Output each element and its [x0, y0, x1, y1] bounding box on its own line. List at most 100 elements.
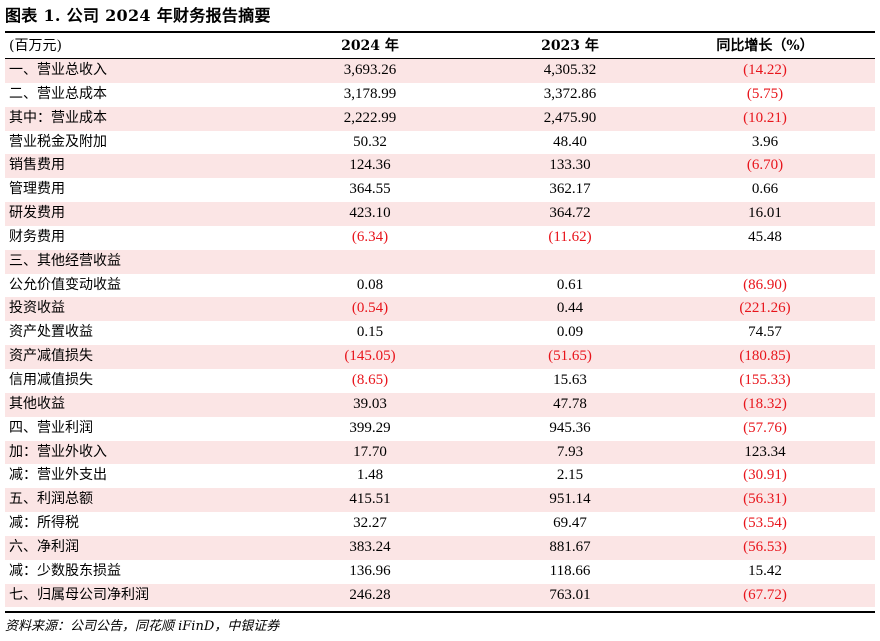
cell-yoy: (221.26)	[739, 300, 791, 317]
table-row: 公允价值变动收益 0.08 0.61 (86.90)	[5, 274, 875, 298]
cell-yoy: 45.48	[748, 228, 782, 245]
unit-label: (百万元)	[9, 38, 62, 54]
table-header: (百万元) 2024 年 2023 年 同比增长（%）	[5, 34, 875, 58]
row-label: 七、归属母公司净利润	[9, 586, 149, 603]
cell-2023: 881.67	[549, 538, 591, 555]
row-label: 财务费用	[9, 228, 65, 245]
row-label: 公允价值变动收益	[9, 276, 121, 293]
table-body: 一、营业总收入 3,693.26 4,305.32 (14.22) 二、营业总成本 3,1…	[5, 59, 875, 608]
cell-2023: (11.62)	[548, 228, 592, 245]
cell-2024: 2,222.99	[343, 109, 397, 126]
table-row: 二、营业总成本 3,178.99 3,372.86 (5.75)	[5, 83, 875, 107]
cell-yoy: (14.22)	[743, 62, 787, 78]
table-row: 加：营业外收入 17.70 7.93 123.34	[5, 440, 875, 465]
col-yoy-header: 同比增长（%）	[716, 38, 814, 54]
row-label: 研发费用	[9, 205, 65, 222]
cell-2024: 383.24	[349, 538, 391, 555]
cell-yoy: (30.91)	[743, 467, 787, 484]
cell-2024: 3,178.99	[343, 85, 397, 102]
cell-2023: 133.30	[549, 157, 591, 174]
cell-yoy: (57.76)	[743, 419, 787, 436]
cell-2023: 48.40	[553, 133, 587, 150]
cell-2023: (51.65)	[548, 348, 592, 365]
cell-yoy: 3.96	[751, 133, 779, 150]
cell-2024: (0.54)	[351, 300, 389, 317]
cell-yoy: 16.01	[748, 205, 782, 222]
cell-yoy: (67.72)	[743, 586, 787, 603]
cell-2024: 39.03	[353, 395, 387, 412]
table-row: 信用减值损失 (8.65) 15.63 (155.33)	[5, 369, 875, 393]
row-label: 减：所得税	[9, 515, 79, 532]
row-label: 二、营业总成本	[9, 85, 107, 102]
top-rule	[5, 31, 875, 33]
cell-2024: 136.96	[349, 562, 391, 579]
table-row: 投资收益 (0.54) 0.44 (221.26)	[5, 297, 875, 322]
cell-yoy: (5.75)	[746, 85, 784, 102]
row-label: 三、其他经营收益	[9, 252, 121, 269]
cell-2024: 0.08	[356, 276, 384, 293]
row-label: 加：营业外收入	[9, 443, 107, 460]
cell-yoy: (56.31)	[743, 491, 787, 508]
row-label: 其他收益	[9, 395, 65, 412]
row-label: 其中：营业成本	[9, 109, 107, 126]
cell-2023: 118.66	[549, 562, 591, 579]
cell-yoy: 0.66	[751, 181, 779, 198]
table-row: 减：所得税 32.27 69.47 (53.54)	[5, 512, 875, 536]
cell-yoy: (18.32)	[743, 395, 787, 412]
table-row: 一、营业总收入 3,693.26 4,305.32 (14.22)	[5, 59, 875, 83]
cell-yoy: 74.57	[748, 324, 782, 341]
table-row: 七、归属母公司净利润 246.28 763.01 (67.72)	[5, 583, 875, 608]
table-row: 营业税金及附加 50.32 48.40 3.96	[5, 131, 875, 155]
table-row: 减：营业外支出 1.48 2.15 (30.91)	[5, 464, 875, 488]
cell-2023: 945.36	[549, 419, 591, 436]
cell-yoy: (10.21)	[743, 109, 787, 126]
cell-2024	[275, 250, 465, 274]
cell-2024: 399.29	[349, 419, 391, 436]
row-label: 减：少数股东损益	[9, 562, 121, 579]
cell-yoy: (180.85)	[739, 348, 791, 365]
row-label: 管理费用	[9, 181, 65, 198]
cell-2024: 32.27	[353, 515, 387, 532]
cell-2023: 364.72	[549, 205, 591, 222]
cell-2023	[495, 250, 645, 274]
cell-2024: (6.34)	[351, 228, 389, 245]
cell-2024: 50.32	[353, 133, 387, 150]
table-row: 财务费用 (6.34) (11.62) 45.48	[5, 226, 875, 250]
table-row: 资产减值损失 (145.05) (51.65) (180.85)	[5, 345, 875, 369]
cell-2024: 3,693.26	[343, 62, 397, 78]
bottom-rule	[5, 611, 875, 613]
cell-2023: 7.93	[556, 443, 584, 460]
cell-2024: (8.65)	[351, 371, 389, 388]
row-label: 销售费用	[9, 157, 65, 174]
cell-2023: 0.44	[556, 300, 584, 317]
cell-2023: 0.09	[556, 324, 584, 341]
row-label: 减：营业外支出	[9, 467, 107, 484]
cell-2023: 47.78	[553, 395, 587, 412]
cell-yoy: (86.90)	[743, 276, 787, 293]
cell-2023: 4,305.32	[543, 62, 597, 78]
row-label: 四、营业利润	[9, 419, 93, 436]
table-row: 四、营业利润 399.29 945.36 (57.76)	[5, 417, 875, 441]
cell-2024: 0.15	[356, 324, 384, 341]
cell-yoy	[675, 250, 855, 274]
cell-yoy: (155.33)	[739, 371, 791, 388]
cell-2023: 763.01	[549, 586, 591, 603]
cell-2024: 17.70	[353, 443, 387, 460]
row-label: 六、净利润	[9, 538, 79, 555]
cell-2023: 2.15	[556, 467, 584, 484]
cell-2023: 362.17	[549, 181, 591, 198]
cell-2024: 415.51	[349, 491, 391, 508]
row-label: 营业税金及附加	[9, 133, 107, 150]
cell-2023: 2,475.90	[543, 109, 597, 126]
cell-2024: 246.28	[349, 586, 391, 603]
cell-yoy: 15.42	[748, 562, 782, 579]
row-label: 信用减值损失	[9, 371, 93, 388]
table-row: 销售费用 124.36 133.30 (6.70)	[5, 154, 875, 179]
row-label: 资产减值损失	[9, 348, 93, 365]
cell-yoy: (56.53)	[743, 538, 787, 555]
cell-2023: 69.47	[553, 515, 587, 532]
col-2024-header: 2024 年	[341, 38, 399, 54]
table-row: 五、利润总额 415.51 951.14 (56.31)	[5, 488, 875, 513]
table-row: 其他收益 39.03 47.78 (18.32)	[5, 392, 875, 417]
row-label: 五、利润总额	[9, 491, 93, 508]
